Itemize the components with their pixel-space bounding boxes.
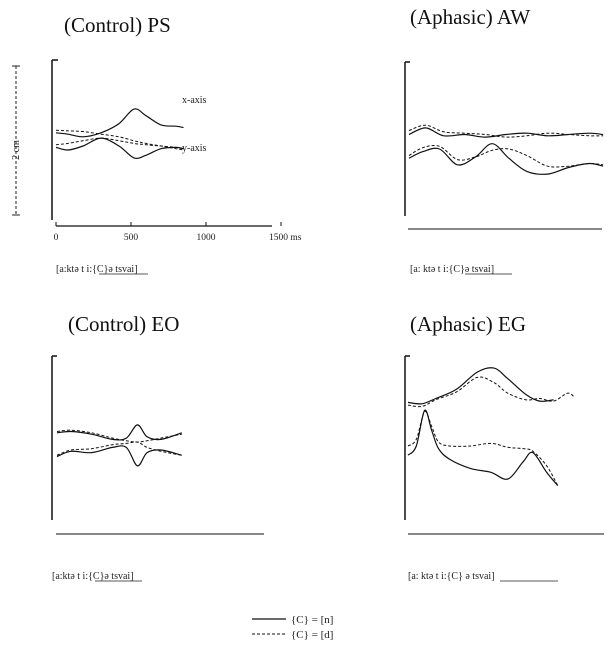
series-y-axis-dashed-line xyxy=(56,441,182,456)
panel-aphasic-aw: (Aphasic) AW [a: ktə t i:{C}ə tsvai] xyxy=(404,5,604,275)
panel-title: (Aphasic) AW xyxy=(410,5,530,29)
legend-item-dashed: {C} = [d] xyxy=(252,629,333,641)
x-axis-annotation: x-axis xyxy=(182,95,207,106)
scale-bar-label: 2 cm xyxy=(11,140,22,160)
series-x-axis-dashed-line xyxy=(408,124,604,138)
series-x-axis-solid-line xyxy=(55,108,184,138)
plot-area xyxy=(408,124,604,175)
plot-area xyxy=(55,108,184,159)
series-x-axis-dashed-line xyxy=(407,376,575,408)
scale-bar: 2 cm xyxy=(11,65,22,216)
series-y-axis-solid-line xyxy=(56,445,182,467)
series-y-axis-dashed-line xyxy=(408,145,604,168)
panel-title: (Aphasic) EG xyxy=(410,312,526,336)
transcription: [a: ktə t i:{C}ə tsvai] xyxy=(410,264,494,275)
series-x-axis-solid-line xyxy=(407,367,554,405)
x-tick-label: 500 xyxy=(124,233,139,243)
series-x-axis-dashed-line xyxy=(56,429,182,443)
series-y-axis-dashed-line xyxy=(55,137,184,150)
x-tick-label: 0 xyxy=(54,233,59,243)
transcription: [a:ktə t i:{C}ə tsvai] xyxy=(52,571,134,582)
panel-control-ps: (Control) PS 0 500 1000 1500 ms x-axis y-ax… xyxy=(51,13,302,275)
plot-area xyxy=(56,424,182,467)
x-tick-label: 1500 ms xyxy=(269,233,302,243)
series-y-axis-solid-line xyxy=(407,409,559,486)
panel-aphasic-eg: (Aphasic) EG [a: ktə t i:{C} ə tsvai] xyxy=(404,312,604,582)
x-tick-label: 1000 xyxy=(197,233,216,243)
series-x-axis-solid-line xyxy=(408,127,604,138)
panel-title: (Control) PS xyxy=(64,13,171,37)
series-y-axis-dashed-line xyxy=(407,410,559,486)
y-axis-annotation: y-axis xyxy=(182,143,207,154)
panel-control-eo: (Control) EO [a:ktə t i:{C}ə tsvai] xyxy=(51,312,264,582)
legend-label: {C} = [d] xyxy=(291,629,333,641)
series-x-axis-dashed-line xyxy=(55,129,184,151)
transcription: [a: ktə t i:{C} ə tsvai] xyxy=(408,571,495,582)
series-x-axis-solid-line xyxy=(56,424,182,441)
plot-area xyxy=(407,367,575,486)
series-y-axis-solid-line xyxy=(55,137,184,159)
legend-item-solid: {C} = [n] xyxy=(252,614,333,626)
transcription: [a:ktə t i:{C}ə tsvai] xyxy=(56,264,138,275)
legend: {C} = [n] {C} = [d] xyxy=(252,614,333,641)
panel-title: (Control) EO xyxy=(68,312,179,336)
legend-label: {C} = [n] xyxy=(291,614,333,626)
